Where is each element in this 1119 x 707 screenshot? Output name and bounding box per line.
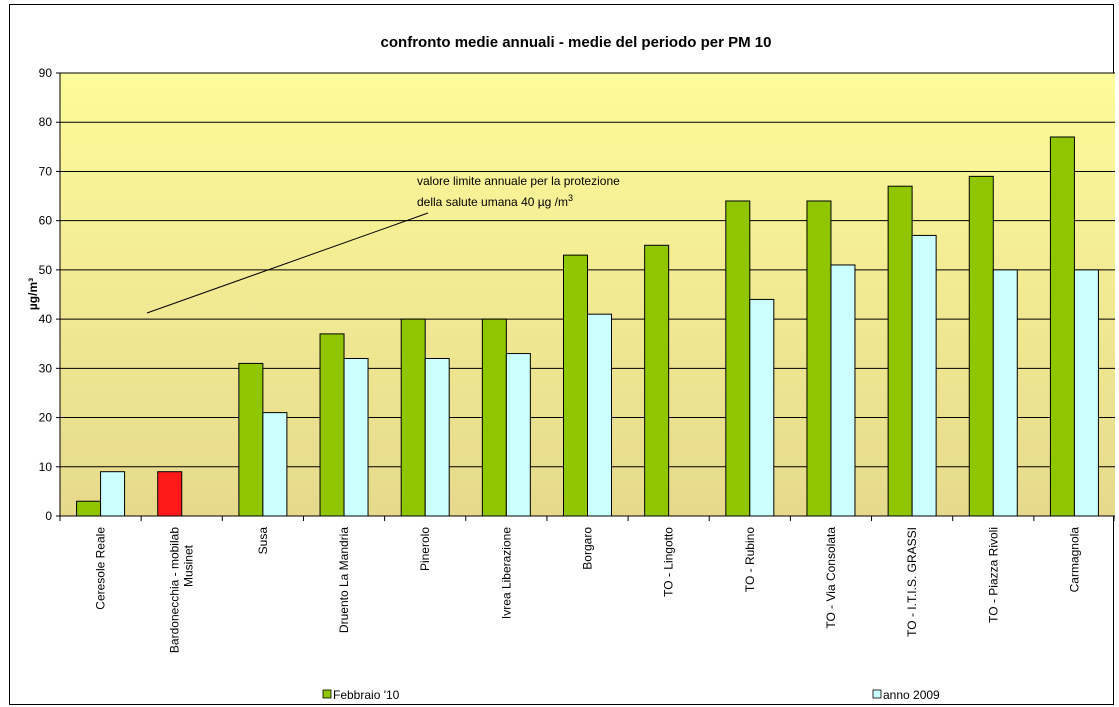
category-label: Druento La Mandria (337, 527, 351, 633)
category-label-line: TO - Rubino (743, 527, 757, 592)
bar-anno-2009 (100, 471, 126, 517)
bar-febbraio (238, 362, 264, 517)
annotation-superscript: 3 (568, 193, 573, 203)
category-label: TO - Lingotto (662, 527, 676, 597)
category-label-line: TO - Via Consolata (824, 527, 838, 629)
category-label-line: TO - I.T.I.S. GRASSI (905, 527, 919, 637)
category-label-line: Borgaro (581, 527, 595, 570)
bars (76, 136, 1099, 517)
category-label-line: Musinet (182, 544, 196, 587)
y-tick-label: 90 (39, 66, 53, 80)
y-tick-label: 70 (39, 164, 53, 178)
y-tick-label: 30 (39, 361, 53, 375)
bar-febbraio (806, 200, 832, 517)
bar-febbraio (725, 200, 751, 517)
category-label: Bardonecchia - mobilab Musinet (168, 527, 196, 653)
bar-febbraio (157, 471, 183, 517)
category-label: TO - Via Consolata (824, 527, 838, 629)
category-label: Susa (256, 527, 270, 555)
bar-febbraio (76, 500, 102, 517)
bar-febbraio (644, 244, 670, 517)
bar-anno-2009 (343, 357, 369, 517)
bar-anno-2009 (749, 298, 775, 517)
bar-anno-2009 (1073, 269, 1099, 517)
y-tick-label: 20 (39, 411, 53, 425)
annotation-line2-text: della salute umana 40 µg /m (417, 195, 568, 209)
category-label: Borgaro (581, 527, 595, 570)
category-label-line: Bardonecchia - mobilab (168, 527, 182, 653)
y-tick-label: 50 (39, 263, 53, 277)
bar-anno-2009 (911, 234, 937, 517)
legend-label-febbraio: Febbraio '10 (333, 688, 400, 702)
bar-febbraio (887, 185, 913, 517)
category-label-line: Ceresole Reale (94, 527, 108, 610)
category-label-line: Druento La Mandria (337, 527, 351, 633)
category-label: Carmagnola (1067, 527, 1081, 593)
legend: Febbraio '10 anno 2009 (322, 688, 940, 702)
y-tick-label: 0 (45, 509, 52, 523)
annotation-line2: della salute umana 40 µg /m3 (417, 193, 573, 209)
legend-label-2009: anno 2009 (883, 688, 940, 702)
bar-febbraio (968, 175, 994, 517)
category-label: Ivrea Liberazione (499, 527, 513, 619)
category-label-line: Pinerolo (418, 527, 432, 571)
bar-febbraio (319, 333, 345, 517)
legend-swatch-febbraio (322, 689, 332, 699)
annotation-line (146, 212, 429, 314)
bar-febbraio (400, 318, 426, 517)
bar-febbraio (563, 254, 588, 517)
y-axis-ticks: 0 10 20 30 40 50 60 70 80 90 (39, 66, 60, 523)
category-label-line: TO - Piazza Rivoli (986, 527, 1000, 623)
category-label-line: TO - Lingotto (662, 527, 676, 597)
category-label-line: Susa (256, 527, 270, 555)
y-axis-label: µg/m³ (26, 278, 40, 310)
bar-anno-2009 (424, 357, 450, 517)
chart-frame: confronto medie annuali - medie del peri… (9, 4, 1115, 705)
y-tick-label: 80 (39, 115, 53, 129)
category-label: Pinerolo (418, 527, 432, 571)
category-label-line: Carmagnola (1067, 527, 1081, 593)
category-label: TO - I.T.I.S. GRASSI (905, 527, 919, 637)
chart-title: confronto medie annuali - medie del peri… (381, 34, 772, 51)
legend-swatch-2009 (872, 689, 882, 699)
bar-anno-2009 (505, 353, 531, 517)
y-tick-label: 60 (39, 214, 53, 228)
bar-anno-2009 (992, 269, 1018, 517)
bar-anno-2009 (262, 412, 288, 517)
chart: confronto medie annuali - medie del peri… (26, 34, 1115, 702)
y-tick-label: 40 (39, 312, 53, 326)
category-label-line: Ivrea Liberazione (499, 527, 513, 619)
bar-anno-2009 (830, 264, 856, 517)
category-labels: Ceresole Reale Bardonecchia - mobilab Musi… (94, 527, 1082, 653)
y-tick-label: 10 (39, 460, 53, 474)
annotation-line1: valore limite annuale per la protezione (417, 174, 620, 188)
category-label: Ceresole Reale (94, 527, 108, 610)
bar-anno-2009 (587, 313, 612, 517)
category-label: TO - Piazza Rivoli (986, 527, 1000, 623)
bar-febbraio (481, 318, 507, 517)
x-axis-ticks (59, 516, 1115, 521)
category-label: TO - Rubino (743, 527, 757, 592)
bar-febbraio (1049, 136, 1075, 517)
